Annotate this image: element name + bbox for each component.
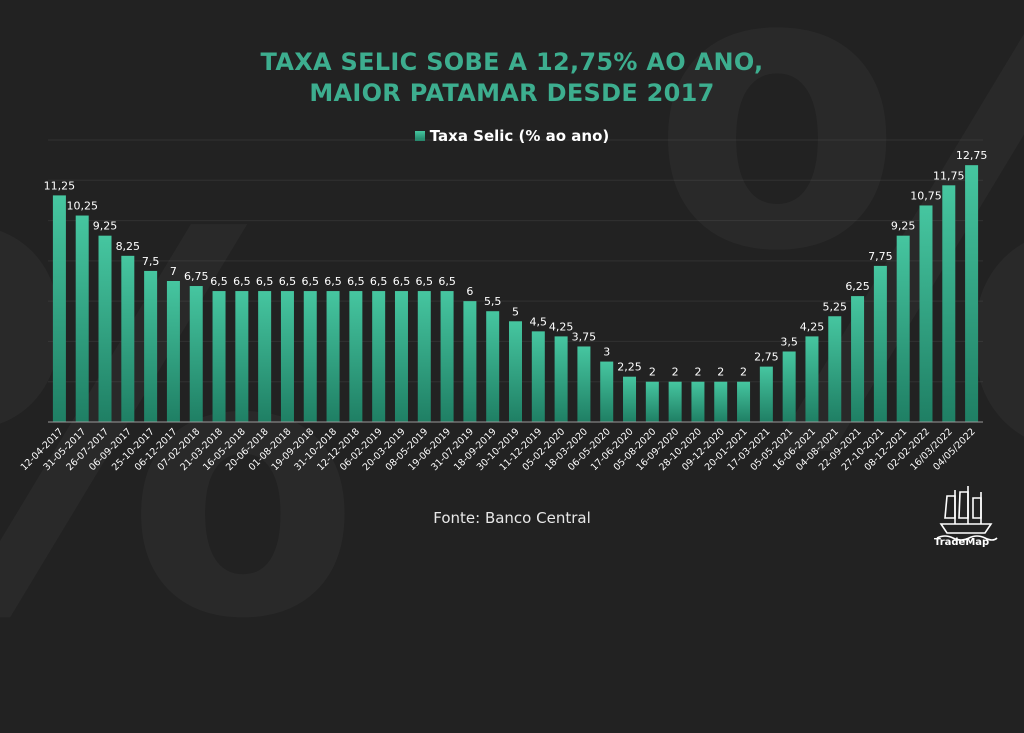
bar <box>714 381 728 422</box>
bar <box>121 255 135 422</box>
chart-title-line-2: MAIOR PATAMAR DESDE 2017 <box>309 79 715 107</box>
bar <box>942 185 956 422</box>
data-label: 10,75 <box>910 189 942 202</box>
trademap-ship-logo <box>936 486 998 541</box>
bar <box>919 205 933 422</box>
bar <box>212 291 226 422</box>
bar <box>303 291 317 422</box>
data-label: 4,25 <box>549 320 574 333</box>
data-label: 7,75 <box>868 250 893 263</box>
bar <box>417 291 431 422</box>
data-label: 5,5 <box>484 295 502 308</box>
bar <box>98 235 112 422</box>
bar <box>851 296 865 422</box>
bar <box>189 286 203 422</box>
bar <box>486 311 500 422</box>
chart-title-line-1: TAXA SELIC SOBE A 12,75% AO ANO, <box>260 48 764 76</box>
bar <box>52 195 66 422</box>
data-label: 6,5 <box>347 275 365 288</box>
data-label: 11,75 <box>933 169 965 182</box>
bar <box>828 316 842 422</box>
trademap-logo-text: TradeMap <box>934 537 990 548</box>
data-label: 2 <box>694 366 701 379</box>
bar <box>280 291 294 422</box>
bar <box>805 336 819 422</box>
data-label: 6,5 <box>256 275 274 288</box>
data-label: 6,5 <box>233 275 251 288</box>
chart-legend: Taxa Selic (% ao ano) <box>0 127 1024 145</box>
bar <box>349 291 363 422</box>
data-label: 7 <box>170 265 177 278</box>
data-label: 2,25 <box>617 361 642 374</box>
bar <box>509 321 522 422</box>
data-label: 3 <box>603 346 610 359</box>
bar <box>873 265 887 422</box>
data-label: 2 <box>740 366 747 379</box>
data-label: 12,75 <box>956 149 988 162</box>
data-label: 2 <box>717 366 724 379</box>
bar <box>645 381 659 422</box>
data-label: 3,5 <box>780 336 798 349</box>
bar <box>896 235 910 422</box>
data-label: 11,25 <box>44 179 76 192</box>
data-label: 6,5 <box>416 275 434 288</box>
bar <box>394 291 408 422</box>
bar <box>372 291 386 422</box>
bar <box>668 381 682 422</box>
data-label: 6,5 <box>438 275 456 288</box>
data-label: 5 <box>512 305 519 318</box>
data-label: 8,25 <box>116 240 141 253</box>
data-label: 4,25 <box>800 320 825 333</box>
bar <box>166 281 180 422</box>
chart-title: TAXA SELIC SOBE A 12,75% AO ANO, MAIOR P… <box>0 47 1024 109</box>
data-label: 6,5 <box>370 275 388 288</box>
bar <box>759 366 773 422</box>
bar <box>463 301 477 422</box>
data-label: 3,75 <box>572 330 597 343</box>
bar <box>144 270 158 422</box>
data-label: 5,25 <box>823 300 848 313</box>
data-label: 2 <box>672 366 679 379</box>
data-label: 6,25 <box>845 280 870 293</box>
bar <box>737 381 751 422</box>
bar <box>600 361 614 422</box>
data-label: 6 <box>466 285 473 298</box>
bar <box>554 336 568 422</box>
data-label: 6,5 <box>324 275 342 288</box>
bar <box>75 215 89 422</box>
bar <box>440 291 454 422</box>
data-label: 6,5 <box>302 275 320 288</box>
bar <box>258 291 272 422</box>
bar <box>577 346 591 422</box>
data-label: 6,5 <box>279 275 297 288</box>
bar <box>782 351 796 422</box>
bar <box>691 381 705 422</box>
data-label: 2 <box>649 366 656 379</box>
data-label: 9,25 <box>891 220 916 233</box>
data-label: 6,5 <box>210 275 228 288</box>
data-label: 7,5 <box>142 255 160 268</box>
bar <box>326 291 340 422</box>
data-label: 2,75 <box>754 351 779 364</box>
data-label: 9,25 <box>93 220 118 233</box>
legend-swatch <box>414 131 425 141</box>
bar <box>623 376 637 422</box>
legend-label: Taxa Selic (% ao ano) <box>429 127 610 145</box>
data-label: 6,75 <box>184 270 209 283</box>
data-label: 10,25 <box>66 200 98 213</box>
bar <box>235 291 249 422</box>
source-note: Fonte: Banco Central <box>433 509 591 527</box>
bar <box>531 331 545 422</box>
bar <box>965 165 979 422</box>
data-label: 6,5 <box>393 275 411 288</box>
data-label: 4,5 <box>530 315 548 328</box>
